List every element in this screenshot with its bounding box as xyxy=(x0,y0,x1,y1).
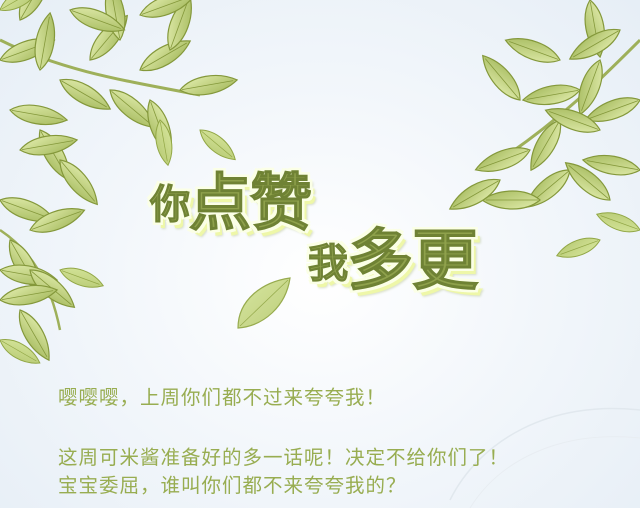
title-word-like: 点赞 xyxy=(188,166,312,239)
title-line-1: 你点赞 xyxy=(150,171,313,234)
branch-right xyxy=(444,0,640,264)
message-line-2: 这周可米酱准备好的多一话呢！决定不给你们了！ xyxy=(58,446,510,469)
message-line-3: 宝宝委屈，谁叫你们都不来夸夸我的？ xyxy=(58,474,407,497)
falling-leaf xyxy=(237,277,291,329)
branch-top-left xyxy=(0,0,241,211)
branch-left xyxy=(0,190,107,370)
title-line-2: 我多更 xyxy=(308,227,479,294)
message-line-1: 嘤嘤嘤，上周你们都不过来夸夸我！ xyxy=(58,386,387,409)
decorative-swoosh xyxy=(449,407,640,508)
title-word-me: 我 xyxy=(308,241,349,287)
title-word-you: 你 xyxy=(150,182,191,228)
title-word-update-more: 多更 xyxy=(347,222,479,299)
